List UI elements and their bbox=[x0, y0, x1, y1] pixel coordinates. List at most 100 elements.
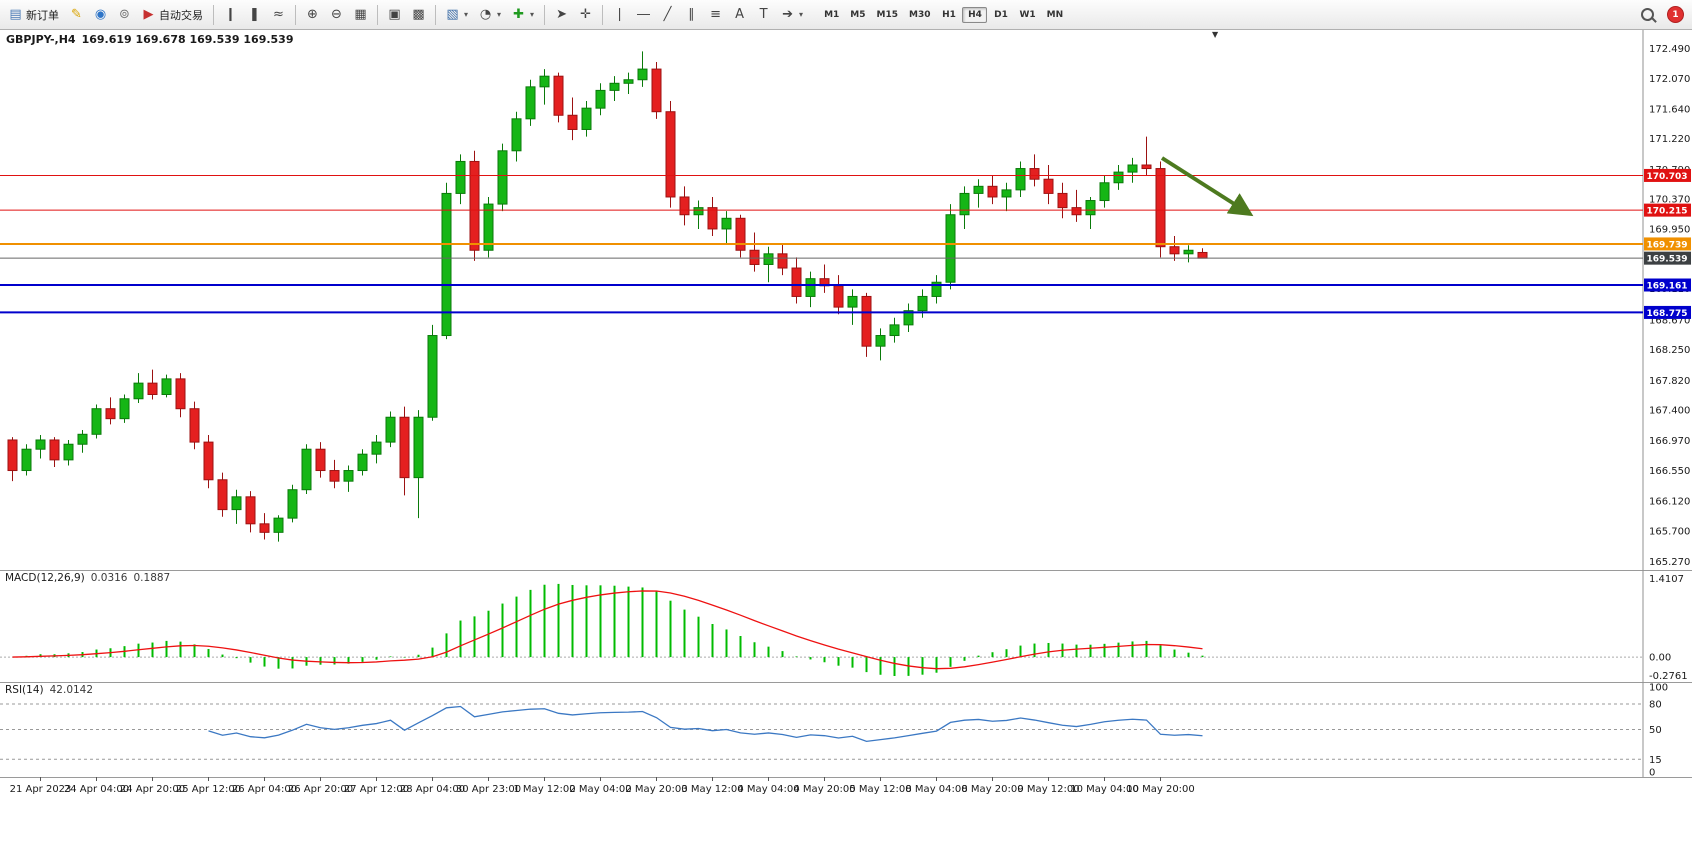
rsi-panel[interactable]: 100 80 50 15 0 RSI(14) 42.0142 bbox=[0, 682, 1692, 777]
timeframe-button-M30[interactable]: M30 bbox=[908, 9, 931, 20]
label-icon: T bbox=[759, 7, 768, 22]
cursor-icon: ➤ bbox=[556, 7, 567, 22]
timeframe-button-M15[interactable]: M15 bbox=[876, 9, 898, 20]
arrows-icon: ➔ bbox=[782, 7, 793, 22]
candlestick-chart-button[interactable]: ❚ bbox=[243, 2, 266, 28]
zoom-in-button[interactable]: ⊕ bbox=[301, 2, 324, 28]
price-tag-170.215[interactable]: 170.215 bbox=[1644, 203, 1691, 217]
crosshair-button[interactable]: ✛ bbox=[574, 2, 597, 28]
current-price-tag[interactable]: 169.539 bbox=[1644, 251, 1691, 265]
svg-text:171.220: 171.220 bbox=[1649, 134, 1690, 145]
svg-text:172.070: 172.070 bbox=[1649, 74, 1690, 85]
rsi-axis-label: 15 bbox=[1649, 755, 1662, 766]
timeframe-button-W1[interactable]: W1 bbox=[1019, 9, 1036, 20]
zoom-in-icon: ⊕ bbox=[307, 7, 318, 22]
macd-histogram bbox=[25, 583, 1204, 676]
macd-label: MACD(12,26,9) 0.0316 0.1887 bbox=[5, 572, 170, 584]
time-axis-label: 26 Apr 20:00 bbox=[288, 784, 353, 795]
text-label-button[interactable]: T bbox=[752, 2, 775, 28]
timeframe-button-H1[interactable]: H1 bbox=[942, 9, 956, 20]
fibonacci-icon: ≡ bbox=[710, 7, 721, 22]
price-tag-169.161[interactable]: 169.161 bbox=[1644, 278, 1691, 292]
price-chart[interactable]: 172.490172.070171.640171.220170.790170.3… bbox=[0, 30, 1692, 570]
arrows-button[interactable]: ➔ ▾ bbox=[776, 2, 808, 28]
svg-text:165.700: 165.700 bbox=[1649, 526, 1690, 537]
svg-text:171.640: 171.640 bbox=[1649, 104, 1690, 115]
notification-badge[interactable]: 1 bbox=[1667, 6, 1684, 23]
text-button[interactable]: A bbox=[728, 2, 751, 28]
time-axis-label: 27 Apr 12:00 bbox=[344, 784, 409, 795]
time-axis-label: 4 May 20:00 bbox=[793, 784, 855, 795]
new-order-button-label: 新订单 bbox=[26, 8, 59, 22]
time-axis-label: 2 May 20:00 bbox=[625, 784, 687, 795]
svg-text:170.370: 170.370 bbox=[1649, 195, 1690, 206]
macd-value: 0.0316 bbox=[90, 572, 128, 584]
bar-chart-icon: ❙ bbox=[225, 7, 236, 22]
line-chart-icon: ≈ bbox=[273, 7, 284, 22]
macd-panel[interactable]: 1.4107 0.00 -0.2761 MACD(12,26,9) 0.0316 0.1… bbox=[0, 570, 1692, 682]
rsi-title: RSI(14) bbox=[5, 684, 44, 696]
cascade-windows-button[interactable]: ▩ bbox=[407, 2, 430, 28]
time-axis-label: 9 May 12:00 bbox=[1017, 784, 1079, 795]
new-order-button[interactable]: ▤ 新订单 bbox=[4, 2, 64, 28]
macd-axis-label: 1.4107 bbox=[1649, 574, 1684, 585]
trendline-icon: ╱ bbox=[663, 7, 672, 22]
indicators-icon: ✚ bbox=[513, 7, 524, 22]
tile-windows-icon: ▦ bbox=[354, 7, 367, 22]
timeframe-button-M1[interactable]: M1 bbox=[824, 9, 840, 20]
new-chart-button[interactable]: ▧ ▾ bbox=[441, 2, 473, 28]
search-button[interactable] bbox=[1636, 2, 1659, 28]
timeframe-button-MN[interactable]: MN bbox=[1046, 9, 1064, 20]
main-toolbar: ▤ 新订单 ✎ ◉ ⊚ ▶ 自动交易 ❙ ❚ ≈ ⊕ ⊖ ▦ ▣ ▩ ▧ ▾ ◔ ▾ ✚ ▾ ➤ ✛ ❘ ― ╱ ∥ ≡ A T ➔ ▾ M1 M… bbox=[0, 0, 1692, 30]
rsi-chart[interactable]: 100 80 50 15 0 bbox=[0, 682, 1692, 777]
profiles-button[interactable]: ◔ ▾ bbox=[474, 2, 506, 28]
time-axis-label: 24 Apr 20:00 bbox=[120, 784, 185, 795]
toolbar-separator bbox=[213, 4, 214, 25]
price-chart-panel[interactable]: 172.490172.070171.640171.220170.790170.3… bbox=[0, 30, 1692, 570]
support-button[interactable]: ⊚ bbox=[113, 2, 136, 28]
chart-shift-marker[interactable]: ▼ bbox=[1212, 30, 1219, 39]
time-axis-label: 30 Apr 23:00 bbox=[456, 784, 521, 795]
dropdown-arrow-icon: ▾ bbox=[799, 10, 804, 19]
zoom-out-button[interactable]: ⊖ bbox=[325, 2, 348, 28]
svg-text:167.400: 167.400 bbox=[1649, 406, 1690, 417]
ohlc-values: 169.619 169.678 169.539 169.539 bbox=[81, 33, 294, 46]
trendline-button[interactable]: ╱ bbox=[656, 2, 679, 28]
vertical-line-button[interactable]: ❘ bbox=[608, 2, 631, 28]
timeframe-button-M5[interactable]: M5 bbox=[850, 9, 866, 20]
bar-chart-button[interactable]: ❙ bbox=[219, 2, 242, 28]
equidistant-channel-button[interactable]: ∥ bbox=[680, 2, 703, 28]
time-axis-label: 3 May 12:00 bbox=[681, 784, 743, 795]
svg-text:168.250: 168.250 bbox=[1649, 345, 1690, 356]
new-chart-icon: ▧ bbox=[446, 7, 459, 22]
macd-title: MACD(12,26,9) bbox=[5, 572, 85, 584]
community-button[interactable]: ◉ bbox=[89, 2, 112, 28]
svg-text:165.270: 165.270 bbox=[1649, 557, 1690, 568]
price-tag-170.703[interactable]: 170.703 bbox=[1644, 168, 1691, 182]
trend-arrow-annotation[interactable] bbox=[1160, 156, 1254, 217]
tile-windows-button[interactable]: ▦ bbox=[349, 2, 372, 28]
macd-chart[interactable]: 1.4107 0.00 -0.2761 bbox=[0, 570, 1692, 682]
dropdown-arrow-icon: ▾ bbox=[530, 10, 535, 19]
vline-icon: ❘ bbox=[614, 7, 625, 22]
autotrading-button[interactable]: ▶ 自动交易 bbox=[137, 2, 208, 28]
indicators-button[interactable]: ✚ ▾ bbox=[507, 2, 539, 28]
toolbar-separator bbox=[435, 4, 436, 25]
time-axis[interactable]: 21 Apr 2023 24 Apr 04:00 24 Apr 20:00 25 Ap… bbox=[0, 777, 1692, 801]
price-tag-168.775[interactable]: 168.775 bbox=[1644, 305, 1691, 319]
arrange-windows-button[interactable]: ▣ bbox=[383, 2, 406, 28]
candlestick-icon: ❚ bbox=[249, 7, 260, 22]
candles-group bbox=[7, 51, 1208, 542]
metaeditor-button[interactable]: ✎ bbox=[65, 2, 88, 28]
timeframe-button-H4[interactable]: H4 bbox=[962, 6, 988, 23]
cursor-button[interactable]: ➤ bbox=[550, 2, 573, 28]
line-chart-button[interactable]: ≈ bbox=[267, 2, 290, 28]
rsi-line bbox=[208, 705, 1203, 743]
timeframe-button-D1[interactable]: D1 bbox=[994, 9, 1008, 20]
time-axis-label: 21 Apr 2023 bbox=[10, 784, 72, 795]
horizontal-line-button[interactable]: ― bbox=[632, 2, 655, 28]
fibonacci-button[interactable]: ≡ bbox=[704, 2, 727, 28]
price-tag-169.739[interactable]: 169.739 bbox=[1644, 237, 1691, 251]
time-axis-label: 25 Apr 12:00 bbox=[176, 784, 241, 795]
